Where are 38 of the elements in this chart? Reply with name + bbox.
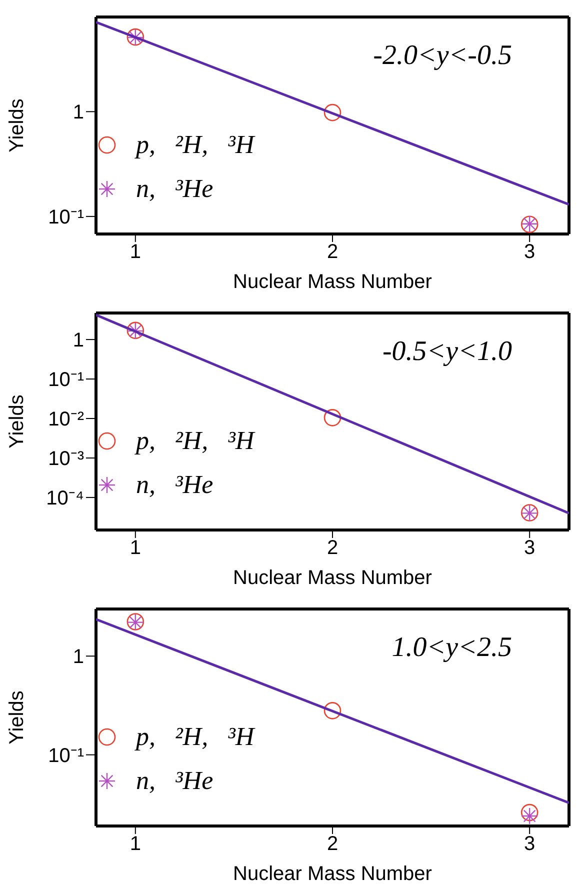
x-axis-title: Nuclear Mass Number: [233, 271, 432, 293]
x-tick-label: 3: [524, 833, 536, 856]
legend-label: n, ³He: [136, 766, 214, 796]
x-tick-label: 1: [130, 241, 141, 264]
x-tick-label: 3: [524, 241, 536, 264]
x-tick-label: 2: [326, 537, 338, 560]
y-tick-label: 10⁻²: [48, 408, 84, 431]
y-tick-label: 10⁻¹: [48, 206, 84, 228]
legend-label: p, ²H, ³H: [136, 722, 254, 752]
annotation: -0.5<y<1.0: [382, 336, 512, 368]
y-tick-label: 10⁻³: [48, 448, 84, 470]
x-tick-label: 2: [326, 241, 338, 264]
x-tick-label: 1: [130, 537, 141, 560]
x-axis-title: Nuclear Mass Number: [233, 567, 432, 589]
legend-label: p, ²H, ³H: [136, 426, 254, 456]
legend-label: n, ³He: [136, 174, 214, 204]
y-tick-label: 1: [72, 102, 84, 124]
y-tick-label: 10⁻⁴: [46, 487, 84, 510]
annotation: -2.0<y<-0.5: [373, 40, 512, 72]
point: [324, 409, 342, 426]
y-axis-title: Yields: [6, 98, 28, 152]
x-tick-label: 2: [326, 833, 338, 856]
point: [520, 807, 538, 825]
y-tick-label: 10⁻¹: [48, 744, 84, 767]
y-tick-label: 1: [72, 646, 84, 668]
y-tick-label: 10⁻¹: [48, 369, 84, 392]
x-tick-label: 1: [130, 833, 141, 856]
point: [324, 104, 342, 122]
y-axis-title: Yields: [6, 394, 28, 448]
legend-label: p, ²H, ³H: [136, 130, 254, 160]
point: [324, 702, 342, 720]
legend-label: n, ³He: [136, 470, 214, 500]
point: [520, 804, 538, 822]
annotation: 1.0<y<2.5: [392, 632, 512, 664]
x-tick-label: 3: [524, 537, 536, 560]
y-axis-title: Yields: [6, 690, 28, 744]
y-tick-label: 1: [72, 330, 84, 352]
x-axis-title: Nuclear Mass Number: [233, 863, 432, 885]
